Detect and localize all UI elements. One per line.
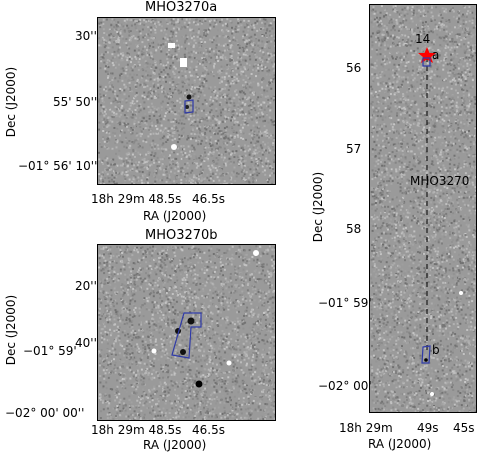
panel-a-ra-tick-1: 18h 29m 48.5s (91, 192, 182, 206)
panel-b-outline (171, 312, 202, 359)
panel-b-noise (98, 245, 275, 420)
overview-bright-spot-1 (459, 291, 463, 295)
overview-ra-tick-2: 49s (417, 421, 439, 435)
panel-b-knot-3 (180, 349, 186, 355)
overview-marker-label: 14 (415, 32, 431, 46)
panel-b-image (97, 244, 276, 421)
panel-b-ra-tick-2: 46.5s (192, 423, 225, 437)
panel-a-title: MHO3270a (145, 0, 218, 15)
panel-a-dec-tick-2: 55' 50'' (53, 95, 98, 109)
panel-a-bright-spot-2 (180, 58, 187, 67)
panel-a-dark-knot-2 (185, 105, 189, 109)
overview-ylabel: Dec (J2000) (311, 171, 325, 243)
overview-bright-spot-2 (430, 392, 434, 396)
panel-a-noise (98, 18, 275, 184)
overview-knot-a-label: a (432, 48, 440, 62)
overview-knot-b-label: b (432, 343, 440, 357)
panel-a-ylabel: Dec (J2000) (4, 66, 18, 138)
overview-dec-tick-4: −01° 59' (318, 296, 372, 310)
panel-a-dec-tick-3: −01° 56' 10'' (18, 159, 98, 173)
panel-a-bright-spot-3 (171, 144, 177, 150)
panel-b-bright-spot-3 (226, 360, 232, 366)
overview-dec-tick-3: 58 (346, 222, 362, 236)
overview-knot-b (424, 358, 428, 362)
panel-b-xlabel: RA (J2000) (143, 438, 207, 452)
panel-b-dec-tick-2: 40'' (75, 336, 97, 350)
overview-ra-tick-1: 18h 29m (339, 421, 393, 435)
overview-outline-b (421, 345, 431, 364)
panel-b-title: MHO3270b (145, 228, 218, 243)
panel-a-ra-tick-2: 46.5s (192, 192, 225, 206)
panel-b-bright-spot-2 (151, 348, 157, 354)
panel-a-image (97, 17, 276, 185)
panel-a-dark-knot (186, 94, 192, 100)
overview-noise (370, 5, 476, 412)
panel-a-bright-spot-1 (168, 43, 175, 48)
overview-image (369, 4, 477, 413)
panel-b-ylabel: Dec (J2000) (4, 294, 18, 366)
overview-outline-a (422, 57, 431, 67)
panel-b-dec-tick-1: 20'' (75, 279, 97, 293)
panel-b-dec-tick-3: −01° 59' (23, 344, 77, 358)
overview-ra-tick-3: 45s (453, 421, 475, 435)
panel-b-knot-1 (187, 317, 195, 325)
panel-b-bright-spot-1 (253, 250, 259, 256)
panel-b-ra-tick-1: 18h 29m 48.5s (91, 423, 182, 437)
panel-b-dark-spot (195, 380, 203, 388)
overview-xlabel: RA (J2000) (368, 437, 432, 451)
panel-a-outline (184, 99, 194, 114)
overview-outflow-label: MHO3270 (410, 174, 470, 188)
overview-dec-tick-1: 56 (346, 61, 362, 75)
panel-b-dec-tick-4: −02° 00' 00'' (5, 406, 85, 420)
panel-a-dec-tick-1: 30'' (75, 29, 97, 43)
overview-dec-tick-2: 57 (346, 142, 362, 156)
overview-dec-tick-5: −02° 00' (318, 379, 372, 393)
panel-a-xlabel: RA (J2000) (143, 209, 207, 223)
